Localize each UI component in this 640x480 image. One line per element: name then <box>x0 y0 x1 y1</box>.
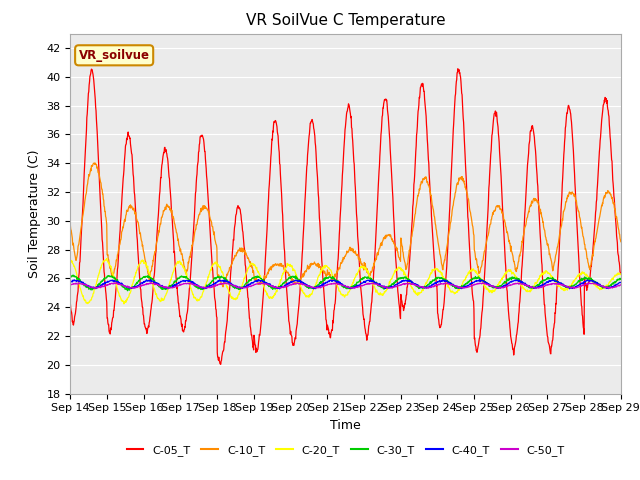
C-50_T <box>552 281 559 287</box>
C-40_T <box>67 279 74 285</box>
C-05_T <box>251 340 259 346</box>
C-30_T <box>552 277 560 283</box>
C-10_T <box>504 230 511 236</box>
C-30_T <box>67 274 74 279</box>
C-10_T <box>552 251 560 257</box>
C-20_T <box>120 301 128 307</box>
Line: C-30_T: C-30_T <box>70 275 621 291</box>
C-50_T <box>67 282 74 288</box>
C-30_T <box>432 276 440 282</box>
C-50_T <box>431 283 439 288</box>
C-40_T <box>476 276 483 282</box>
Line: C-05_T: C-05_T <box>70 69 621 364</box>
C-50_T <box>570 286 578 291</box>
C-10_T <box>617 239 625 245</box>
C-50_T <box>189 282 197 288</box>
Title: VR SoilVue C Temperature: VR SoilVue C Temperature <box>246 13 445 28</box>
C-30_T <box>69 272 77 278</box>
Line: C-20_T: C-20_T <box>70 258 621 304</box>
C-50_T <box>504 284 511 289</box>
C-30_T <box>124 288 131 294</box>
Line: C-10_T: C-10_T <box>70 163 621 287</box>
C-20_T <box>67 258 74 264</box>
C-30_T <box>504 278 511 284</box>
C-10_T <box>90 160 98 166</box>
C-05_T <box>67 301 74 307</box>
C-20_T <box>103 255 111 261</box>
X-axis label: Time: Time <box>330 419 361 432</box>
C-20_T <box>432 265 440 271</box>
C-05_T <box>552 301 560 307</box>
C-30_T <box>189 281 197 287</box>
C-40_T <box>276 286 284 292</box>
C-40_T <box>189 279 196 285</box>
C-05_T <box>175 308 183 314</box>
C-05_T <box>454 66 461 72</box>
Y-axis label: Soil Temperature (C): Soil Temperature (C) <box>28 149 41 278</box>
C-05_T <box>617 271 625 277</box>
C-50_T <box>176 282 184 288</box>
C-30_T <box>252 274 259 280</box>
C-50_T <box>251 281 259 287</box>
Legend: C-05_T, C-10_T, C-20_T, C-30_T, C-40_T, C-50_T: C-05_T, C-10_T, C-20_T, C-30_T, C-40_T, … <box>122 440 569 460</box>
C-40_T <box>504 282 511 288</box>
C-50_T <box>147 280 155 286</box>
C-40_T <box>617 280 625 286</box>
C-50_T <box>617 282 625 288</box>
C-05_T <box>189 240 196 245</box>
C-20_T <box>617 271 625 277</box>
C-10_T <box>189 238 197 244</box>
C-40_T <box>552 279 560 285</box>
C-20_T <box>552 279 560 285</box>
Text: VR_soilvue: VR_soilvue <box>79 49 150 62</box>
C-10_T <box>432 222 440 228</box>
C-10_T <box>252 276 259 282</box>
C-30_T <box>177 274 184 279</box>
C-05_T <box>431 270 439 276</box>
C-40_T <box>250 278 258 284</box>
Line: C-50_T: C-50_T <box>70 283 621 288</box>
C-20_T <box>189 293 197 299</box>
C-10_T <box>67 223 74 228</box>
C-20_T <box>504 268 511 274</box>
C-40_T <box>175 280 183 286</box>
C-05_T <box>504 298 511 303</box>
C-40_T <box>431 280 439 286</box>
C-05_T <box>217 361 225 367</box>
C-10_T <box>176 245 184 251</box>
C-20_T <box>252 263 259 269</box>
C-20_T <box>177 260 184 265</box>
C-30_T <box>617 276 625 282</box>
C-10_T <box>219 284 227 290</box>
Line: C-40_T: C-40_T <box>70 279 621 289</box>
